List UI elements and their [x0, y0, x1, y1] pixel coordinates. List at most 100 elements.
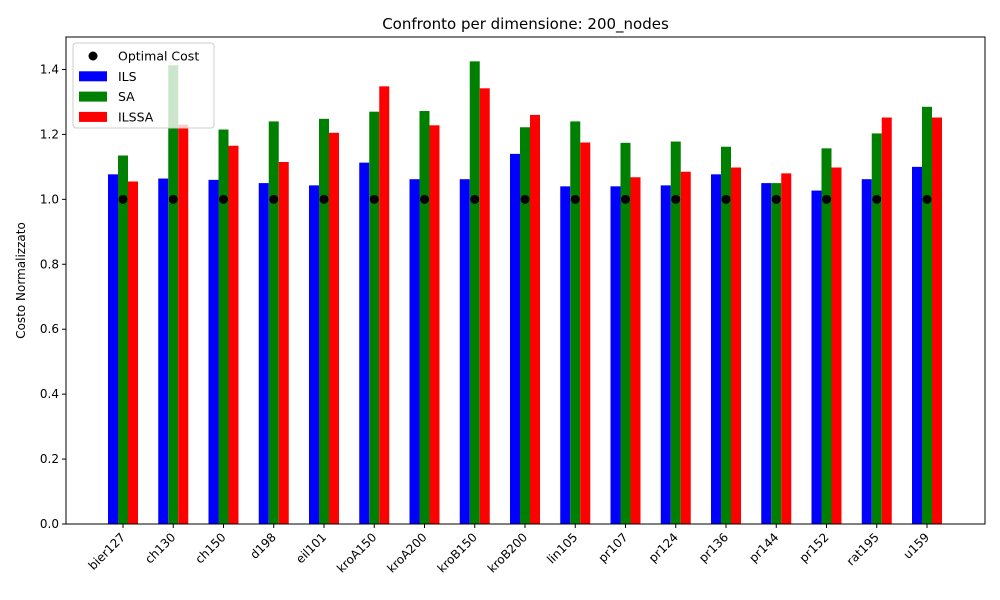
bar-ilssa-d198: [278, 161, 289, 524]
bar-ils-kroB200: [510, 153, 520, 524]
bar-ilssa-kroB150: [479, 88, 490, 524]
y-tick-label: 0.2: [40, 452, 59, 466]
bar-sa-ch150: [218, 129, 229, 524]
x-tick-label: eil101: [293, 530, 329, 566]
plot-frame: [65, 36, 986, 525]
bar-ilssa-u159: [932, 117, 942, 524]
bar-ilssa-ch150: [228, 145, 239, 524]
y-tick-label: 0.0: [40, 517, 59, 531]
optimal-cost-point-kroB150: [470, 194, 480, 204]
x-tick-label: rat195: [844, 530, 882, 568]
bar-sa-pr107: [620, 142, 631, 524]
bar-ils-lin105: [560, 186, 571, 524]
bar-ils-pr144: [761, 183, 772, 524]
y-tick-label: 0.8: [40, 257, 59, 271]
bar-ilssa-lin105: [580, 142, 591, 524]
y-tick-label: 1.2: [40, 127, 59, 141]
y-tick-label: 1.0: [40, 192, 59, 206]
legend-swatch-ilssa: [79, 111, 107, 122]
x-tick-label: kroB200: [485, 530, 530, 575]
y-tick-label: 0.4: [40, 387, 59, 401]
bar-sa-kroA150: [369, 111, 380, 524]
bar-sa-kroB150: [469, 61, 480, 524]
bar-ils-kroA200: [409, 179, 420, 525]
x-tick-label: kroA150: [334, 530, 379, 575]
bar-ils-kroB150: [459, 179, 470, 525]
x-tick-label: pr144: [746, 530, 781, 565]
bar-sa-kroA200: [419, 111, 430, 525]
optimal-cost-point-ch150: [219, 194, 228, 204]
bar-sa-rat195: [871, 133, 882, 524]
bar-ils-eil101: [309, 185, 319, 524]
legend-label: ILSSA: [118, 109, 154, 124]
bar-ils-pr107: [610, 186, 621, 524]
optimal-cost-point-d198: [269, 194, 279, 204]
optimal-cost-point-rat195: [872, 194, 882, 204]
bar-ils-u159: [912, 166, 922, 524]
bar-ilssa-pr124: [680, 171, 691, 524]
y-tick-label: 1.4: [40, 62, 59, 76]
optimal-cost-point-pr152: [822, 194, 831, 204]
bar-ils-rat195: [861, 179, 872, 525]
optimal-cost-point-kroA150: [369, 194, 379, 204]
bar-ilssa-rat195: [881, 117, 892, 524]
chart-title: Confronto per dimensione: 200_nodes: [382, 15, 669, 34]
x-tick-label: lin105: [544, 530, 580, 566]
x-tick-label: bier127: [86, 530, 129, 573]
bar-ilssa-eil101: [329, 132, 339, 524]
x-tick-label: d198: [247, 530, 278, 561]
bar-ilssa-pr152: [831, 167, 842, 525]
optimal-cost-point-u159: [922, 194, 932, 204]
x-tick-label: pr124: [646, 530, 681, 565]
optimal-cost-point-pr136: [721, 194, 731, 204]
bar-ilssa-pr136: [731, 167, 741, 525]
bar-ils-pr136: [711, 174, 721, 525]
bar-sa-lin105: [570, 121, 581, 524]
optimal-cost-point-pr107: [621, 194, 630, 204]
optimal-cost-point-bier127: [118, 194, 128, 204]
optimal-cost-point-kroB200: [520, 194, 530, 204]
bar-sa-kroB200: [520, 127, 530, 525]
bar-ils-pr124: [660, 185, 671, 524]
y-tick-label: 0.6: [40, 322, 59, 336]
optimal-cost-point-kroA200: [420, 194, 429, 204]
optimal-cost-point-eil101: [319, 194, 329, 204]
legend-swatch-ils: [79, 71, 107, 82]
optimal-markers-group: [118, 194, 932, 204]
bar-ils-ch150: [208, 179, 219, 524]
x-tick-label: ch150: [192, 530, 228, 566]
bar-ilssa-pr107: [630, 177, 641, 525]
bar-sa-eil101: [319, 118, 329, 524]
bar-sa-pr144: [771, 183, 782, 524]
bar-ils-d198: [258, 183, 269, 524]
legend-label: SA: [118, 89, 135, 104]
bar-sa-d198: [268, 121, 279, 524]
bar-ils-ch130: [158, 178, 169, 524]
bar-sa-pr124: [670, 141, 681, 524]
y-axis-label: Costo Normalizzato: [14, 222, 28, 339]
x-tick-label: pr107: [596, 530, 631, 565]
bar-sa-pr152: [821, 148, 832, 525]
optimal-cost-point-pr124: [671, 194, 681, 204]
x-tick-label: ch130: [142, 530, 178, 566]
bar-sa-bier127: [118, 155, 128, 524]
bar-ilssa-kroA200: [429, 125, 440, 525]
legend-marker-optimal-cost: [88, 51, 98, 61]
bar-ils-kroA150: [359, 162, 370, 524]
legend-label: Optimal Cost: [118, 49, 199, 64]
bars-group: [108, 61, 942, 525]
legend-frame: [72, 42, 215, 129]
optimal-cost-point-lin105: [570, 194, 580, 204]
optimal-cost-point-pr144: [771, 194, 781, 204]
x-tick-label: kroB150: [435, 530, 480, 575]
bar-sa-ch130: [168, 65, 179, 524]
x-tick-label: kroA200: [384, 530, 429, 575]
legend-swatch-sa: [79, 91, 107, 102]
optimal-cost-point-ch130: [168, 194, 178, 204]
bar-ils-bier127: [108, 174, 118, 525]
bar-sa-u159: [922, 106, 932, 524]
x-tick-label: pr136: [696, 530, 731, 565]
bar-ilssa-pr144: [781, 173, 792, 525]
